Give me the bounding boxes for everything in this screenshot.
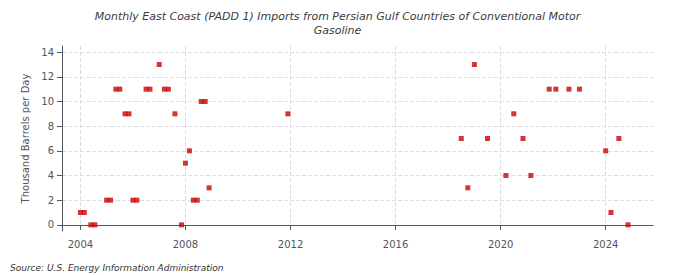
svg-text:Thousand Barrels per Day: Thousand Barrels per Day [20, 74, 31, 205]
svg-text:2024: 2024 [593, 239, 618, 250]
svg-text:8: 8 [48, 121, 54, 132]
svg-text:4: 4 [48, 170, 54, 181]
svg-text:2: 2 [48, 195, 54, 206]
svg-text:2012: 2012 [278, 239, 303, 250]
svg-text:6: 6 [48, 145, 54, 156]
svg-text:Monthly East Coast (PADD 1) Im: Monthly East Coast (PADD 1) Imports from… [95, 10, 582, 23]
svg-text:2016: 2016 [383, 239, 408, 250]
svg-text:0: 0 [48, 219, 54, 230]
svg-text:Gasoline: Gasoline [314, 24, 362, 37]
svg-text:2020: 2020 [488, 239, 513, 250]
svg-text:10: 10 [41, 96, 54, 107]
svg-text:Source: U.S. Energy Informatio: Source: U.S. Energy Information Administ… [10, 263, 224, 273]
svg-text:14: 14 [41, 47, 54, 58]
svg-text:2004: 2004 [68, 239, 93, 250]
svg-text:12: 12 [41, 71, 54, 82]
svg-text:2008: 2008 [173, 239, 198, 250]
